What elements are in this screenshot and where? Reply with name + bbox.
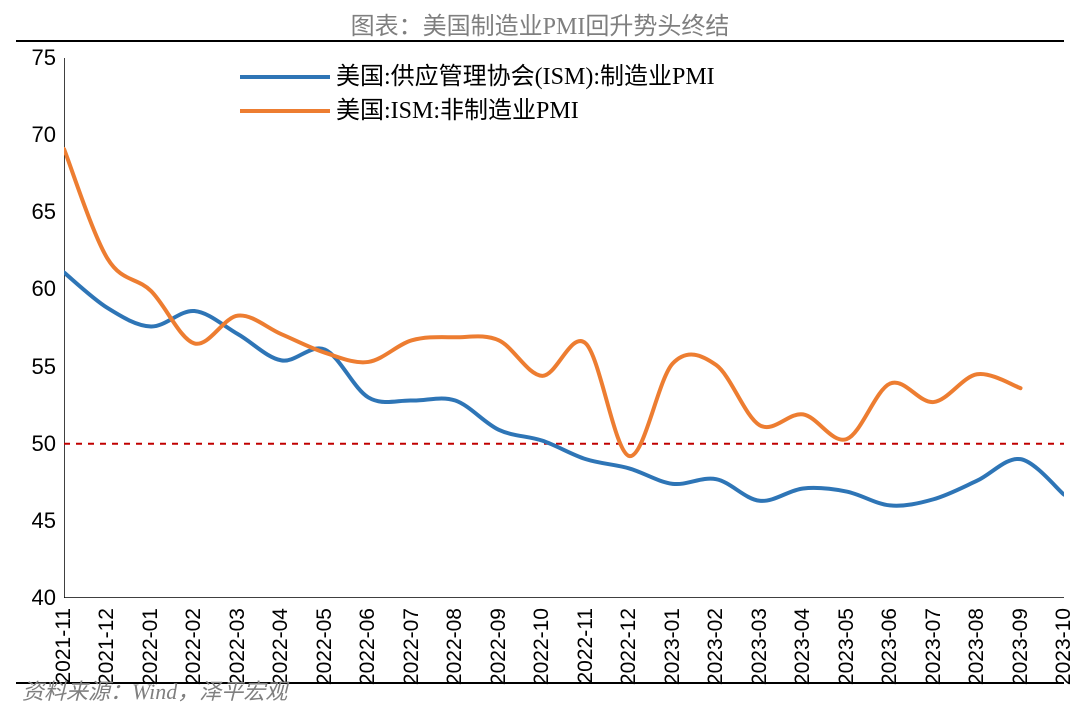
y-tick-label: 50 [32,431,56,457]
x-tick-label: 2022-10 [530,608,554,685]
x-tick-label: 2022-11 [574,608,598,684]
legend-swatch-0 [240,75,330,79]
x-tick-label: 2022-08 [443,608,467,685]
y-tick-label: 70 [32,122,56,148]
legend-item-0: 美国:供应管理协会(ISM):制造业PMI [240,60,715,94]
series-line-0 [64,272,1064,505]
legend-label-0: 美国:供应管理协会(ISM):制造业PMI [336,60,715,94]
x-tick-label: 2022-07 [400,608,424,685]
legend-item-1: 美国:ISM:非制造业PMI [240,94,715,128]
x-tick-label: 2022-06 [356,608,380,685]
legend-label-1: 美国:ISM:非制造业PMI [336,94,579,128]
x-tick-label: 2023-04 [791,608,815,685]
x-tick-label: 2023-09 [1009,608,1033,685]
chart-svg [64,58,1064,598]
x-tick-label: 2021-11 [52,608,76,684]
x-tick-label: 2022-05 [313,608,337,685]
x-tick-label: 2023-10 [1052,608,1076,685]
y-tick-label: 60 [32,276,56,302]
series-line-1 [64,149,1021,456]
x-tick-label: 2023-06 [878,608,902,685]
y-tick-label: 75 [32,45,56,71]
x-tick-label: 2023-03 [748,608,772,685]
x-tick-label: 2023-05 [835,608,859,685]
x-tick-label: 2023-07 [922,608,946,685]
chart-title: 图表：美国制造业PMI回升势头终结 [0,6,1080,41]
x-tick-label: 2022-12 [617,608,641,685]
y-tick-label: 45 [32,508,56,534]
y-tick-label: 65 [32,199,56,225]
plot-area [64,58,1064,598]
x-tick-label: 2023-01 [661,608,685,685]
legend-swatch-1 [240,109,330,113]
source-text: 资料来源：Wind，泽平宏观 [22,674,287,706]
x-tick-label: 2023-02 [704,608,728,685]
title-rule-top [16,40,1064,42]
y-tick-label: 55 [32,354,56,380]
legend: 美国:供应管理协会(ISM):制造业PMI 美国:ISM:非制造业PMI [240,60,715,128]
chart-container: 图表：美国制造业PMI回升势头终结 4045505560657075 2021-… [0,0,1080,712]
x-tick-label: 2023-08 [965,608,989,685]
x-tick-label: 2022-09 [487,608,511,685]
